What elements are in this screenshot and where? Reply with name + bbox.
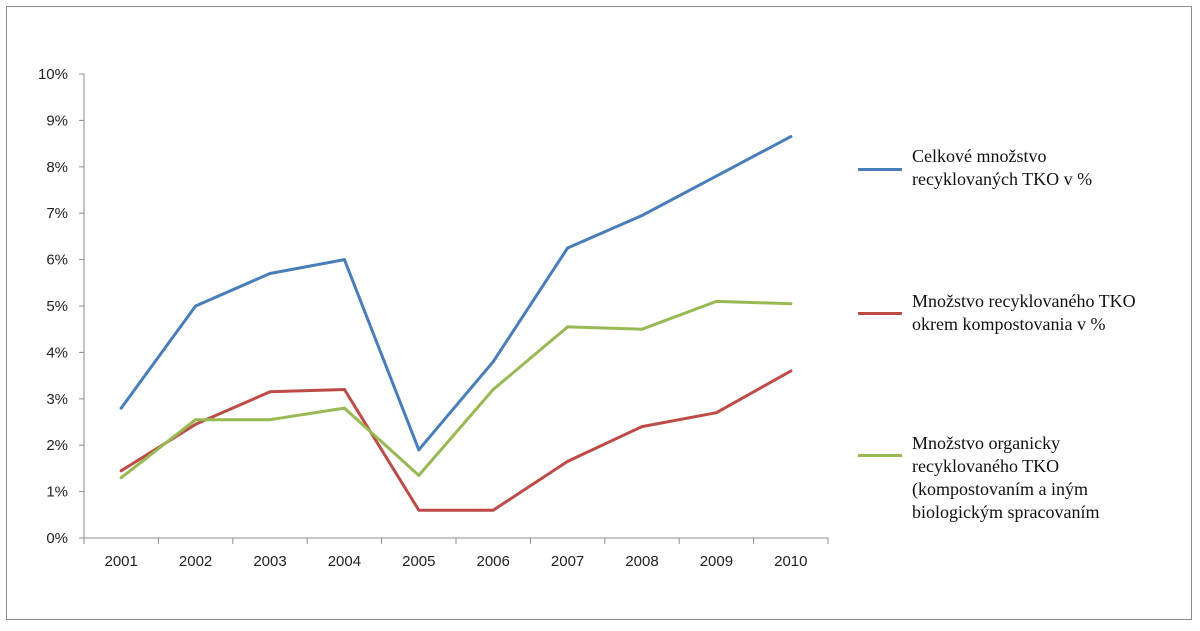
data-point-series-2: [491, 508, 495, 512]
data-point-series-2: [789, 369, 793, 373]
x-tick-label: 2010: [774, 553, 807, 570]
data-point-series-2: [119, 469, 123, 473]
x-tick-label: 2006: [477, 553, 510, 570]
x-tick-label: 2008: [625, 553, 658, 570]
y-tick-label: 4%: [46, 344, 68, 361]
y-tick-label: 0%: [46, 530, 68, 547]
data-point-series-2: [640, 425, 644, 429]
series-line-3: [119, 299, 793, 480]
data-point-series-1: [417, 448, 421, 452]
y-tick-label: 3%: [46, 391, 68, 408]
y-tick-label: 10%: [38, 66, 68, 83]
y-tick-label: 5%: [46, 298, 68, 315]
chart-axes: 0% 1% 2% 3% 4% 5% 6% 7% 8% 9% 10% 2001 2002 2003 2004 2…: [38, 66, 829, 570]
data-point-series-1: [268, 272, 272, 276]
data-point-series-3: [789, 302, 793, 306]
y-tick-label: 1%: [46, 484, 68, 501]
y-tick-label: 2%: [46, 437, 68, 454]
data-point-series-3: [714, 299, 718, 303]
series-line-1: [119, 135, 793, 452]
series-layer: [119, 135, 793, 512]
legend-line-series-1: [858, 168, 902, 171]
data-point-series-2: [268, 390, 272, 394]
x-tick-label: 2003: [253, 553, 286, 570]
data-point-series-3: [640, 327, 644, 331]
data-point-series-1: [119, 406, 123, 410]
legend-label-series-3: Množstvo organicky recyklovaného TKO (ko…: [912, 433, 1100, 522]
data-point-series-3: [119, 476, 123, 480]
data-point-series-1: [789, 135, 793, 139]
x-tick-label: 2004: [328, 553, 361, 570]
legend-label-series-1: Celkové množstvo recyklovaných TKO v %: [912, 146, 1093, 189]
legend-label-series-2: Množstvo recyklovaného TKO okrem kompost…: [912, 291, 1136, 334]
data-point-series-3: [491, 388, 495, 392]
data-point-series-3: [268, 418, 272, 422]
data-point-series-2: [714, 411, 718, 415]
data-point-series-3: [194, 418, 198, 422]
y-tick-label: 8%: [46, 159, 68, 176]
data-point-series-1: [566, 246, 570, 250]
x-tick-label: 2001: [105, 553, 138, 570]
y-tick-label: 7%: [46, 205, 68, 222]
data-point-series-1: [640, 214, 644, 218]
y-tick-label: 9%: [46, 112, 68, 129]
series-line-2: [119, 369, 793, 512]
data-point-series-1: [491, 360, 495, 364]
x-tick-label: 2009: [700, 553, 733, 570]
chart-frame: [6, 6, 1192, 620]
data-point-series-3: [417, 473, 421, 477]
data-point-series-2: [566, 459, 570, 463]
x-tick-label: 2002: [179, 553, 212, 570]
y-tick-label: 6%: [46, 252, 68, 269]
data-point-series-2: [342, 388, 346, 392]
data-point-series-1: [714, 174, 718, 178]
legend-line-series-2: [858, 312, 902, 315]
x-tick-label: 2007: [551, 553, 584, 570]
data-point-series-2: [194, 422, 198, 426]
data-point-series-3: [566, 325, 570, 329]
data-point-series-2: [417, 508, 421, 512]
data-point-series-3: [342, 406, 346, 410]
data-point-series-1: [194, 304, 198, 308]
legend-line-series-3: [858, 454, 902, 457]
x-tick-label: 2005: [402, 553, 435, 570]
data-point-series-1: [342, 258, 346, 262]
